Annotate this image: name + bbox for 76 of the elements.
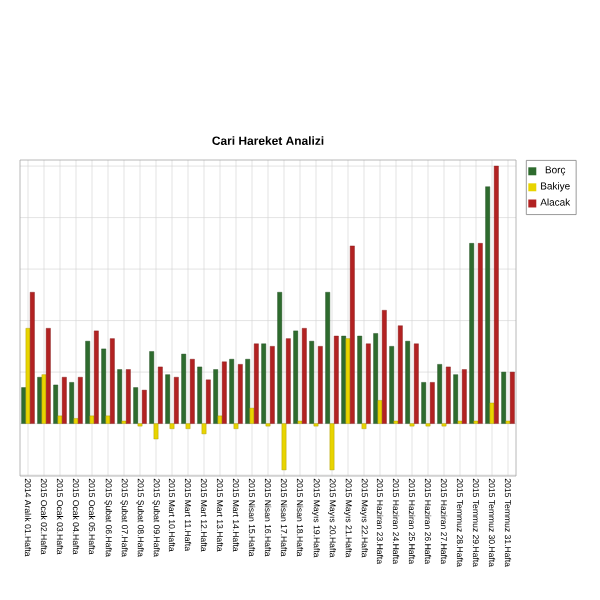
bar	[493, 165, 499, 424]
bar	[185, 423, 191, 429]
bar	[105, 415, 111, 424]
bar	[53, 384, 59, 424]
bar	[233, 423, 239, 429]
bar	[89, 415, 95, 424]
bar	[101, 348, 107, 424]
bar	[469, 243, 475, 424]
bar	[165, 374, 171, 424]
bar	[445, 366, 451, 424]
bar	[237, 364, 243, 424]
bar	[421, 382, 427, 424]
bar	[429, 382, 435, 424]
bar	[281, 423, 287, 471]
bar	[93, 330, 99, 424]
bar	[173, 377, 179, 424]
bar	[373, 333, 379, 424]
bar	[485, 186, 491, 424]
bar	[197, 366, 203, 424]
bar	[325, 292, 331, 424]
bar	[25, 328, 31, 424]
bar	[489, 402, 495, 424]
bar	[29, 292, 35, 424]
bar	[461, 369, 467, 424]
bar	[229, 359, 235, 424]
bar	[61, 377, 67, 424]
bar	[169, 423, 175, 429]
bar	[69, 382, 75, 424]
bar	[397, 325, 403, 424]
bar	[361, 423, 367, 429]
bar	[57, 415, 63, 424]
bar	[261, 343, 267, 424]
bar	[217, 415, 223, 424]
bar	[453, 374, 459, 424]
bar	[249, 407, 255, 424]
bar	[437, 364, 443, 424]
bar	[293, 330, 299, 424]
bar	[77, 377, 83, 424]
bar	[277, 292, 283, 424]
bar	[329, 423, 335, 471]
bar	[285, 338, 291, 424]
bar	[85, 340, 91, 424]
bar	[389, 346, 395, 424]
bar	[309, 340, 315, 424]
bar	[349, 245, 355, 424]
bar	[133, 387, 139, 424]
bar	[205, 379, 211, 424]
bar	[317, 346, 323, 424]
bar	[213, 369, 219, 424]
bar	[501, 371, 507, 424]
bar	[253, 343, 259, 424]
bar	[377, 400, 383, 424]
bar	[365, 343, 371, 424]
bar	[109, 338, 115, 424]
bar	[477, 243, 483, 424]
bar	[117, 369, 123, 424]
bar	[201, 423, 207, 435]
bar	[153, 423, 159, 440]
bar	[413, 343, 419, 424]
bar	[45, 328, 51, 424]
bar	[181, 353, 187, 424]
bar	[157, 366, 163, 424]
bar	[301, 328, 307, 424]
bar	[381, 310, 387, 424]
bar	[405, 340, 411, 424]
bar	[245, 359, 251, 424]
bar	[333, 335, 339, 424]
bar	[221, 361, 227, 424]
bar	[141, 389, 147, 424]
bar	[73, 418, 79, 424]
bar	[509, 371, 515, 424]
bar	[125, 369, 131, 424]
bar	[357, 335, 363, 424]
bar	[269, 346, 275, 424]
bar	[149, 351, 155, 424]
bar	[189, 359, 195, 424]
